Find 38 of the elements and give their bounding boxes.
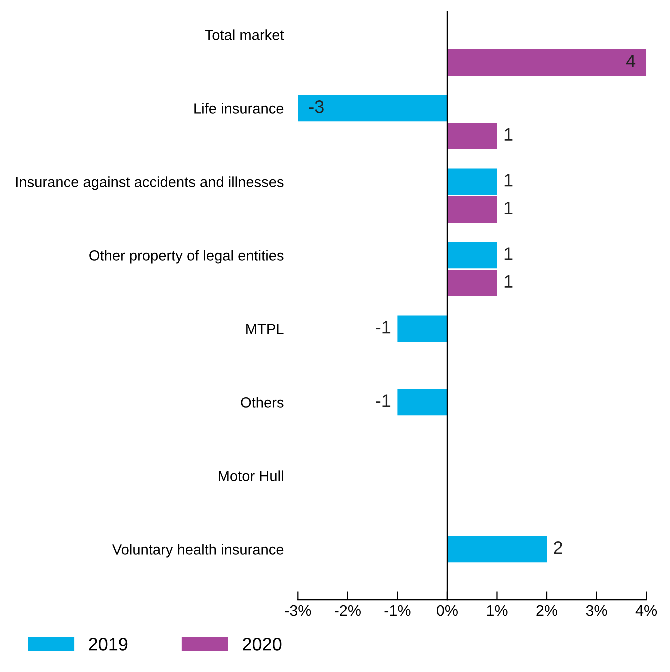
legend-label: 2019 bbox=[89, 638, 128, 651]
x-tick-label: 2% bbox=[536, 605, 558, 616]
y-tick-label: Life insurance bbox=[194, 103, 284, 114]
data-label: 2 bbox=[554, 542, 562, 554]
x-tick-label: 4% bbox=[636, 605, 658, 616]
data-label: 1 bbox=[504, 128, 513, 141]
data-label: 1 bbox=[504, 174, 513, 187]
y-tick-label: MTPL bbox=[246, 324, 284, 334]
x-tick-label: 0% bbox=[437, 605, 458, 616]
bar bbox=[447, 168, 498, 196]
data-label: 4 bbox=[626, 54, 636, 68]
data-label: 1 bbox=[504, 248, 513, 260]
x-tick-label: -2% bbox=[335, 605, 361, 616]
data-label: 1 bbox=[504, 202, 513, 214]
bar bbox=[447, 536, 548, 563]
bar bbox=[447, 50, 647, 76]
y-tick-label: Others bbox=[241, 397, 284, 408]
x-tick-label: -1% bbox=[384, 605, 411, 616]
legend-label: 2020 bbox=[243, 638, 282, 651]
bar bbox=[447, 123, 498, 150]
y-tick-label: Motor Hull bbox=[219, 470, 284, 482]
bar bbox=[447, 196, 498, 223]
x-tick-label: 3% bbox=[586, 605, 608, 616]
bar bbox=[398, 316, 448, 342]
y-tick-label: Other property of legal entities bbox=[90, 250, 284, 264]
y-tick-label: Insurance against accidents and illnesses bbox=[16, 176, 284, 190]
data-label: 1 bbox=[504, 275, 513, 288]
bar bbox=[398, 389, 448, 416]
x-tick-label: -3% bbox=[285, 605, 312, 616]
data-label: -1 bbox=[376, 394, 391, 408]
x-tick-label: 1% bbox=[487, 605, 508, 616]
y-tick-label: Total market bbox=[205, 30, 284, 40]
data-label: -3 bbox=[309, 100, 324, 114]
y-tick-label: Voluntary health insurance bbox=[112, 544, 284, 558]
data-label: -1 bbox=[376, 321, 391, 334]
bar bbox=[447, 270, 498, 296]
bar bbox=[447, 242, 498, 269]
bar bbox=[298, 95, 448, 122]
